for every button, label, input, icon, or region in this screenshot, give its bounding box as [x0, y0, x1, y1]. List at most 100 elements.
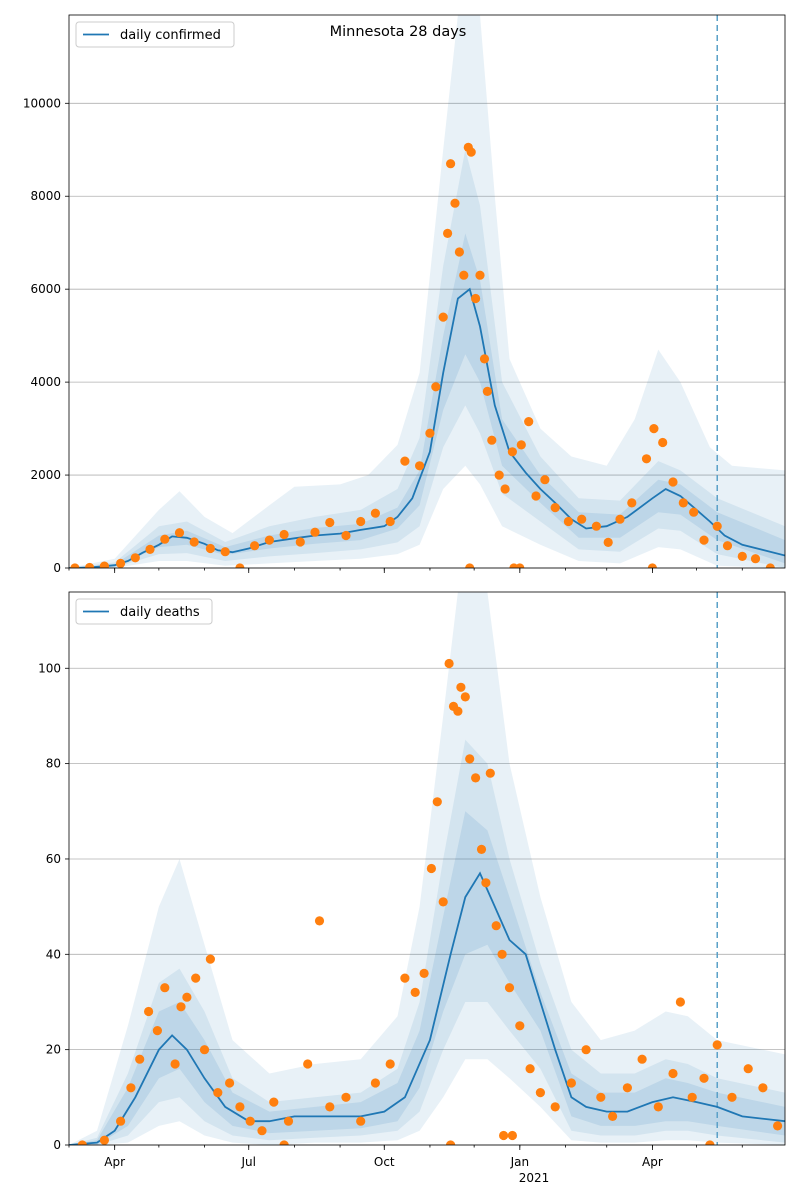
data-point: [314, 916, 325, 926]
legend-label: daily deaths: [120, 605, 200, 620]
axes-frame: [68, 591, 786, 1146]
data-point: [476, 844, 487, 855]
data-point: [235, 563, 245, 568]
data-point: [264, 535, 274, 545]
data-point: [191, 973, 201, 983]
data-point: [481, 878, 491, 888]
x-axis-year-label: 2021: [519, 1171, 550, 1185]
legend: daily deaths: [75, 598, 213, 625]
data-point: [465, 563, 475, 568]
data-point: [385, 1059, 395, 1069]
data-point: [199, 1045, 210, 1055]
data-point: [566, 1078, 577, 1088]
data-point: [737, 551, 747, 562]
y-tick-label: 0: [53, 1138, 61, 1152]
data-point: [485, 768, 495, 778]
data-point: [174, 528, 185, 538]
data-point: [325, 1102, 335, 1112]
data-point: [479, 354, 490, 364]
data-point: [687, 1092, 697, 1102]
data-point: [356, 1116, 366, 1126]
data-point: [152, 1026, 162, 1036]
y-tick-label: 60: [46, 852, 61, 866]
data-point: [653, 1102, 663, 1112]
data-point: [504, 983, 515, 993]
y-tick-label: 4000: [30, 375, 61, 389]
data-point: [438, 312, 448, 322]
legend-label: daily confirmed: [120, 28, 221, 43]
plot-area: [69, 592, 785, 1145]
data-point: [699, 535, 709, 545]
data-point: [220, 547, 230, 557]
y-tick-label: 80: [46, 757, 61, 771]
data-point: [99, 561, 109, 568]
data-point: [356, 516, 366, 527]
data-point: [550, 1102, 560, 1112]
data-point: [525, 1064, 535, 1074]
data-point: [341, 530, 351, 541]
data-point: [722, 541, 733, 551]
y-tick-label: 8000: [30, 189, 61, 203]
data-point: [499, 1130, 509, 1141]
data-point: [705, 1140, 715, 1145]
data-point: [135, 1054, 145, 1064]
data-point: [213, 1088, 223, 1098]
data-point: [758, 1083, 768, 1093]
data-point: [459, 270, 469, 280]
data-point: [466, 147, 476, 157]
data-point: [438, 897, 448, 907]
confirmed-panel: 0 2000 4000 6000 8000 10000 daily confirmed: [23, 14, 786, 575]
x-tick-label: Jul: [240, 1155, 255, 1169]
data-point: [99, 1135, 109, 1145]
data-point: [400, 456, 410, 466]
data-point: [400, 973, 410, 983]
data-point: [410, 987, 420, 998]
data-point: [144, 1006, 154, 1017]
data-point: [615, 514, 625, 524]
data-point: [419, 968, 429, 979]
data-point: [283, 1116, 294, 1126]
data-point: [535, 1088, 546, 1098]
data-point: [426, 863, 436, 874]
data-point: [425, 428, 435, 438]
data-point: [235, 1102, 245, 1112]
data-point: [160, 534, 170, 544]
axes-frame: [68, 14, 786, 569]
data-point: [295, 537, 305, 547]
data-point: [250, 541, 260, 551]
data-point: [303, 1059, 313, 1069]
data-point: [454, 247, 464, 257]
data-point: [482, 386, 492, 396]
data-point: [515, 563, 525, 568]
data-point: [130, 553, 140, 563]
data-point: [145, 544, 155, 555]
data-point: [310, 527, 320, 537]
uncertainty-band-middle: [69, 739, 785, 1145]
data-point: [649, 424, 659, 434]
data-point: [641, 454, 652, 464]
data-point: [444, 658, 454, 669]
x-tick-label: Apr: [104, 1155, 125, 1169]
data-point: [279, 529, 289, 540]
data-point: [500, 484, 510, 494]
data-point: [699, 1073, 709, 1083]
data-point: [491, 921, 501, 931]
data-point: [446, 1140, 456, 1145]
data-point: [189, 537, 199, 547]
data-point: [550, 503, 560, 513]
data-point: [515, 1021, 525, 1031]
plot-area: [69, 15, 785, 568]
data-point: [450, 198, 460, 208]
data-point: [668, 477, 678, 487]
y-tick-label: 6000: [30, 282, 61, 296]
data-point: [443, 228, 453, 238]
series-line: [69, 871, 785, 1145]
data-point: [269, 1097, 279, 1107]
data-point: [116, 1116, 126, 1126]
data-point: [622, 1083, 633, 1093]
data-point: [432, 797, 442, 807]
data-point: [471, 293, 481, 304]
legend: daily confirmed: [75, 21, 235, 48]
data-point: [205, 543, 215, 554]
